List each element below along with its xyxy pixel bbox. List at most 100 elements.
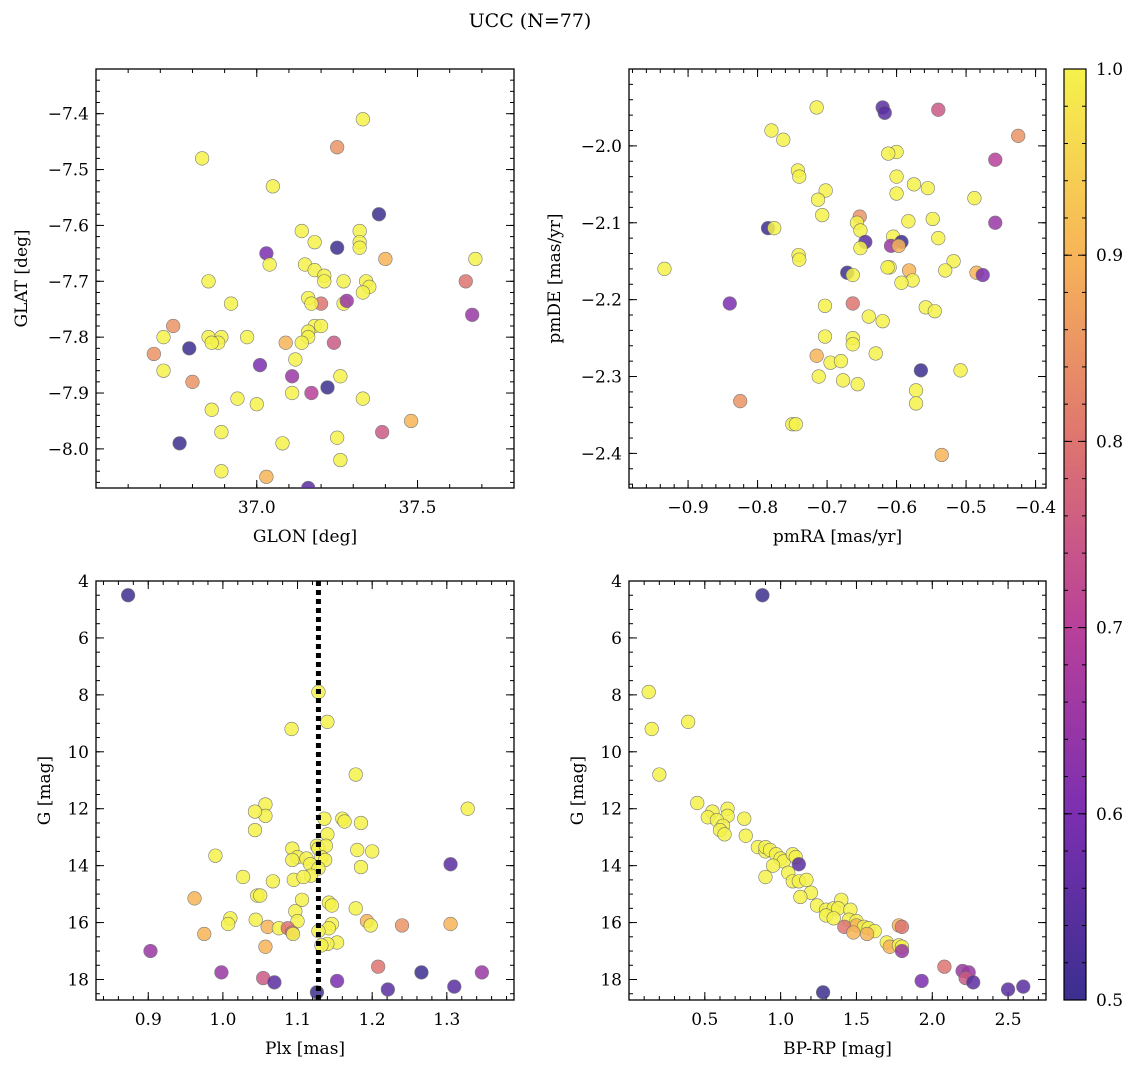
data-point xyxy=(380,982,395,997)
data-point xyxy=(355,112,370,127)
data-point xyxy=(214,425,229,440)
y-tick-label: 16 xyxy=(600,914,622,934)
x-axis-label: pmRA [mas/yr] xyxy=(773,527,902,547)
data-point xyxy=(253,888,268,903)
data-point xyxy=(861,309,876,324)
y-tick-label: −2.0 xyxy=(581,137,622,157)
colorbar-tick-label: 0.5 xyxy=(1096,991,1123,1011)
x-tick-label: 1.0 xyxy=(767,1010,794,1030)
y-tick-label: 10 xyxy=(67,743,89,763)
data-point xyxy=(833,354,849,369)
data-point xyxy=(891,238,906,253)
data-point xyxy=(815,985,831,1000)
panel-glon-glat: 37.0 37.5 −7.4 −7.5 −7.6 −7.7 −7.8 −7.9 −8.0 GLON… xyxy=(12,68,515,547)
data-point xyxy=(394,918,410,933)
data-point xyxy=(265,874,281,889)
data-point xyxy=(285,926,301,942)
data-point xyxy=(931,102,946,117)
data-point xyxy=(817,329,833,344)
data-point xyxy=(265,179,280,194)
data-point xyxy=(324,898,339,913)
data-point xyxy=(294,223,309,239)
colorbar-tick-label: 0.7 xyxy=(1096,619,1123,639)
data-point xyxy=(204,402,219,417)
data-point xyxy=(352,240,367,255)
data-point xyxy=(799,872,814,887)
data-point xyxy=(336,274,351,289)
y-tick-label: −7.7 xyxy=(48,272,89,292)
data-point xyxy=(946,254,961,269)
data-point xyxy=(474,965,490,980)
x-tick-label: −0.9 xyxy=(667,498,708,518)
y-tick-label: 4 xyxy=(78,572,89,592)
data-point xyxy=(252,357,268,373)
x-tick-label: 37.0 xyxy=(238,498,276,518)
data-point xyxy=(187,891,202,906)
data-point xyxy=(792,169,807,184)
data-point xyxy=(880,260,895,275)
data-point xyxy=(443,857,458,872)
colorbar-tick-label: 0.8 xyxy=(1096,432,1123,452)
data-point xyxy=(938,263,953,278)
data-point xyxy=(788,417,803,432)
data-point xyxy=(172,436,187,451)
data-point xyxy=(927,304,942,319)
data-point xyxy=(353,859,369,875)
x-tick-label: 1.0 xyxy=(209,1010,236,1030)
panel-pmra-pmde: −0.9 −0.8 −0.7 −0.6 −0.5 −0.4 −2.0 −2.1 −2.2 −2.3… xyxy=(545,68,1056,547)
x-tick-label: 1.3 xyxy=(433,1010,460,1030)
data-point xyxy=(889,186,904,201)
data-point xyxy=(881,146,896,161)
data-point xyxy=(249,397,264,412)
data-point xyxy=(931,231,946,246)
x-tick-label: 1.1 xyxy=(284,1010,311,1030)
data-point xyxy=(468,251,483,267)
data-point xyxy=(810,192,826,207)
data-point xyxy=(894,275,909,290)
data-point xyxy=(458,274,473,289)
y-tick-label: 6 xyxy=(611,629,622,649)
data-point xyxy=(767,221,782,236)
data-point xyxy=(901,214,916,229)
y-tick-label: −2.4 xyxy=(581,444,622,464)
data-point xyxy=(375,425,390,440)
data-point xyxy=(850,377,865,392)
y-tick-label: 8 xyxy=(78,686,89,706)
data-point xyxy=(197,926,212,942)
data-point xyxy=(348,901,363,916)
data-point xyxy=(894,943,910,959)
y-axis-label: G [mag] xyxy=(568,756,588,825)
data-point xyxy=(371,959,386,974)
data-point xyxy=(214,464,229,479)
x-tick-label: −0.7 xyxy=(806,498,847,518)
data-point xyxy=(267,975,282,990)
data-point xyxy=(791,857,806,872)
data-point xyxy=(317,274,332,289)
data-point xyxy=(156,363,171,378)
data-point xyxy=(690,795,705,811)
x-tick-label: 2.0 xyxy=(919,1010,946,1030)
y-tick-label: 8 xyxy=(611,686,622,706)
data-point xyxy=(156,330,171,345)
data-point xyxy=(906,177,922,192)
x-tick-label: −0.6 xyxy=(876,498,917,518)
y-tick-label: −8.0 xyxy=(48,440,89,460)
data-point xyxy=(1000,982,1016,997)
y-tick-label: 14 xyxy=(67,857,89,877)
data-point xyxy=(235,869,251,885)
data-point xyxy=(285,852,300,868)
y-tick-label: 16 xyxy=(67,914,89,934)
data-point xyxy=(925,211,940,227)
data-point xyxy=(204,335,219,350)
x-axis-label: Plx [mas] xyxy=(265,1039,345,1059)
data-point xyxy=(817,298,833,313)
y-tick-label: 12 xyxy=(600,800,622,820)
data-point xyxy=(337,814,352,829)
data-point xyxy=(248,912,263,927)
data-point xyxy=(875,314,890,329)
y-tick-label: −2.1 xyxy=(581,214,622,234)
data-point xyxy=(738,828,753,843)
data-point xyxy=(859,926,875,942)
x-tick-label: 37.5 xyxy=(399,498,437,518)
data-point xyxy=(304,296,319,311)
